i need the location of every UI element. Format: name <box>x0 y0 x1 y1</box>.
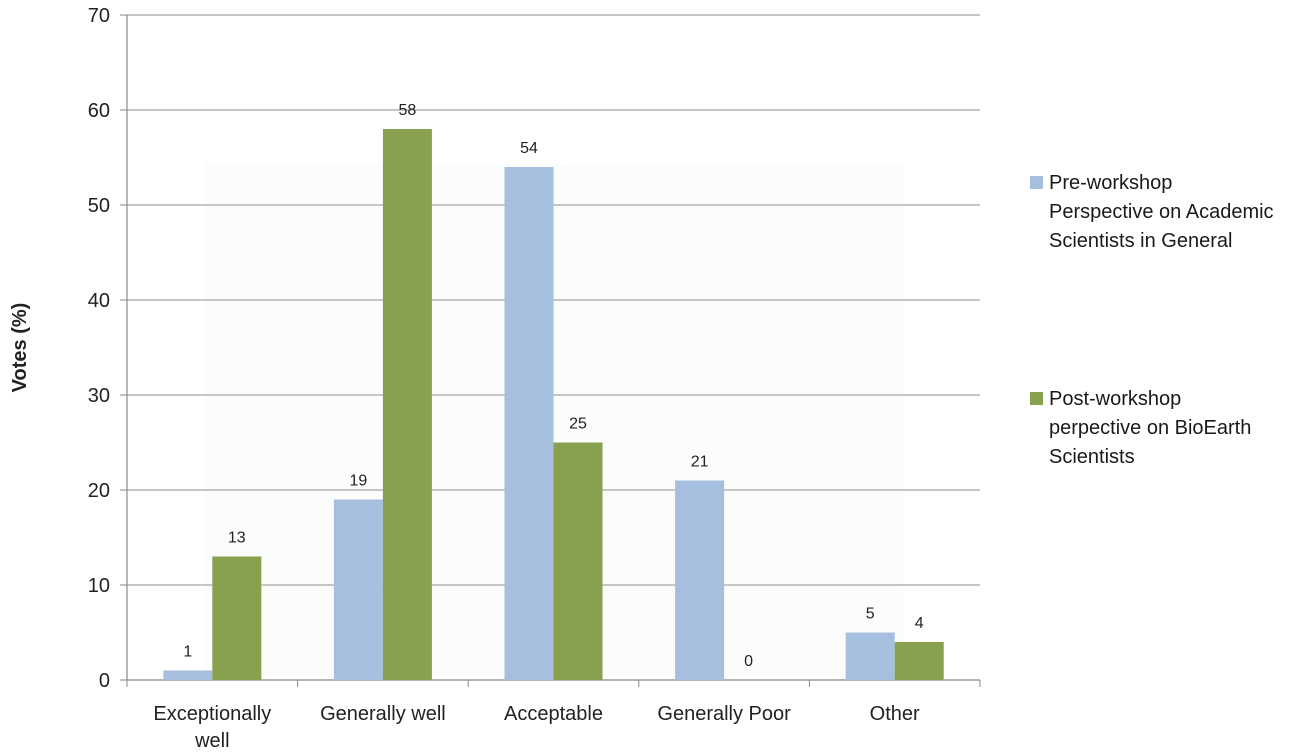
data-label: 54 <box>520 140 538 157</box>
y-tick-label: 0 <box>99 670 110 692</box>
bar-post <box>553 442 603 680</box>
bar-pre <box>675 480 725 680</box>
y-tick-label: 30 <box>88 385 110 407</box>
legend-swatch-pre-workshop <box>1030 176 1043 189</box>
x-tick-label: Generally Poor <box>657 703 791 725</box>
data-label: 5 <box>866 606 875 623</box>
y-tick-label: 10 <box>88 575 110 597</box>
legend-swatch-post-workshop <box>1030 392 1043 405</box>
data-label: 21 <box>691 454 709 471</box>
x-tick-label: Acceptable <box>504 703 603 725</box>
legend-label-post-workshop: Post-workshop perpective on BioEarth Sci… <box>1049 388 1252 468</box>
data-label: 1 <box>183 644 192 661</box>
data-label: 0 <box>744 653 753 670</box>
data-label: 4 <box>915 615 924 632</box>
x-tick-label: Exceptionally <box>153 703 271 725</box>
data-label: 25 <box>569 416 587 433</box>
data-label: 13 <box>228 530 246 547</box>
legend-label-pre-workshop: Pre-workshop Perspective on Academic Sci… <box>1049 172 1274 252</box>
data-label: 19 <box>350 473 368 490</box>
y-tick-label: 50 <box>88 195 110 217</box>
y-tick-label: 40 <box>88 290 110 312</box>
bar-pre <box>845 632 895 680</box>
bar-pre <box>163 670 213 680</box>
data-label: 58 <box>399 102 417 119</box>
y-tick-label: 70 <box>88 5 110 27</box>
x-tick-label: Generally well <box>320 703 446 725</box>
y-tick-label: 60 <box>88 100 110 122</box>
bar-post <box>382 129 432 680</box>
x-tick-label: well <box>194 730 229 752</box>
bar-post <box>212 556 262 680</box>
y-axis-label: Votes (%) <box>9 303 31 393</box>
bar-post <box>894 642 944 680</box>
legend-item-post-workshop: Post-workshop perpective on BioEarth Sci… <box>1030 385 1310 472</box>
bar-pre <box>504 167 554 680</box>
legend-item-pre-workshop: Pre-workshop Perspective on Academic Sci… <box>1030 169 1310 256</box>
y-tick-label: 20 <box>88 480 110 502</box>
bar-pre <box>333 499 383 680</box>
x-tick-label: Other <box>870 703 920 725</box>
